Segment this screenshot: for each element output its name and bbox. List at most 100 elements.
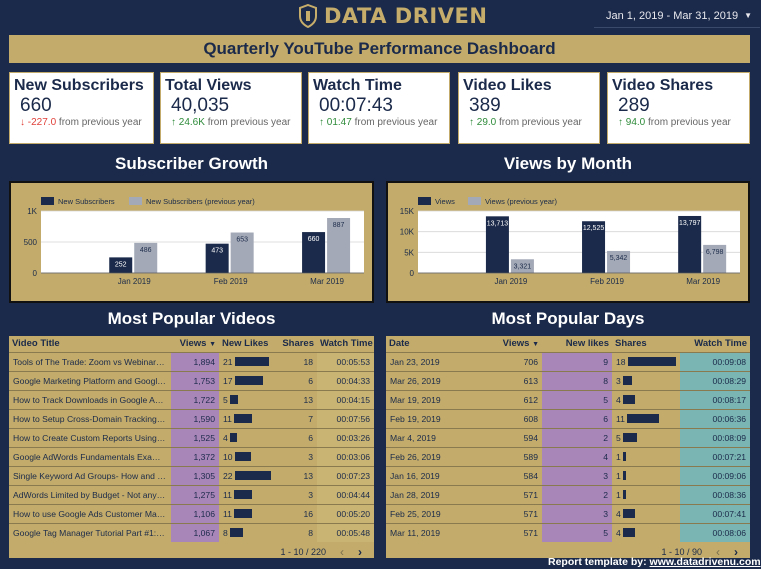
views-cell: 1,275 — [171, 484, 219, 504]
table-row[interactable]: Tools of The Trade: Zoom vs WebinarJam 1,… — [9, 351, 374, 371]
views-cell: 1,106 — [171, 503, 219, 523]
col-header-shares[interactable]: Shares — [615, 338, 647, 350]
table-row[interactable]: Single Keyword Ad Groups- How and When..… — [9, 465, 374, 485]
views-cell: 1,753 — [171, 370, 219, 390]
pager-range: 1 - 10 / 220 — [280, 547, 326, 557]
kpi-delta-suffix: from previous year — [648, 117, 731, 128]
watch-time-cell: 00:08:29 — [680, 370, 750, 390]
legend-label: New Subscribers (previous year) — [146, 197, 255, 206]
table-row[interactable]: Jan 28, 2019 571 2 1 00:08:36 — [386, 484, 750, 504]
video-title-cell: How to Create Custom Reports Using the G… — [9, 427, 171, 447]
table-row[interactable]: Google Tag Manager Tutorial Part #1: Do … — [9, 522, 374, 542]
kpi-delta-suffix: from previous year — [207, 117, 291, 128]
shares-cell: 4 — [612, 522, 680, 542]
date-range-picker[interactable]: Jan 1, 2019 - Mar 31, 2019 ▼ — [594, 4, 760, 28]
col-header-watch-time[interactable]: Watch Time — [694, 338, 747, 350]
bar — [205, 243, 229, 273]
shares-cell: 1 — [612, 446, 680, 466]
shares-cell: 1 — [612, 465, 680, 485]
arrow-up-icon: ↑ — [469, 117, 474, 128]
likes-cell: 17 — [219, 370, 275, 390]
shares-cell: 3 — [612, 370, 680, 390]
arrow-down-icon: ↓ — [20, 117, 25, 128]
kpi-delta-value: 94.0 — [625, 117, 646, 128]
col-header-title[interactable]: Video Title — [12, 338, 60, 350]
shares-cell: 11 — [612, 408, 680, 428]
table-row[interactable]: Jan 23, 2019 706 9 18 00:09:08 — [386, 351, 750, 371]
watch-time-cell: 00:07:21 — [680, 446, 750, 466]
date-cell: Mar 26, 2019 — [386, 370, 484, 390]
shares-cell: 18 — [275, 351, 317, 371]
col-header-date[interactable]: Date — [389, 338, 410, 350]
shares-bar — [622, 471, 626, 480]
table-row[interactable]: Feb 26, 2019 589 4 1 00:07:21 — [386, 446, 750, 466]
likes-value: 21 — [223, 356, 233, 367]
x-tick-label: Mar 2019 — [686, 277, 720, 286]
table-row[interactable]: Mar 19, 2019 612 5 4 00:08:17 — [386, 389, 750, 409]
table-row[interactable]: Google AdWords Fundamentals Exam 2018 1,3… — [9, 446, 374, 466]
shares-cell: 5 — [612, 427, 680, 447]
kpi-delta: ↓ -227.0 from previous year — [20, 117, 149, 128]
col-header-shares[interactable]: Shares — [282, 338, 314, 350]
col-header-watch-time[interactable]: Watch Time — [320, 338, 373, 350]
shares-cell: 13 — [275, 465, 317, 485]
table-row[interactable]: Mar 4, 2019 594 2 5 00:08:09 — [386, 427, 750, 447]
y-tick-label: 1K — [27, 207, 37, 216]
shares-bar — [622, 452, 626, 461]
table-row[interactable]: Jan 16, 2019 584 3 1 00:09:06 — [386, 465, 750, 485]
video-title-cell: Tools of The Trade: Zoom vs WebinarJam — [9, 351, 171, 371]
kpi-delta-suffix: from previous year — [499, 117, 582, 128]
likes-bar — [229, 433, 237, 442]
kpi-delta-value: 01:47 — [326, 117, 352, 128]
date-cell: Feb 25, 2019 — [386, 503, 484, 523]
bar-value-label: 6,798 — [706, 249, 724, 256]
table-row[interactable]: Mar 11, 2019 571 5 4 00:08:06 — [386, 522, 750, 542]
bar — [510, 259, 534, 273]
col-header-views[interactable]: Views ▼ — [171, 336, 219, 352]
next-page-icon[interactable]: › — [734, 545, 738, 559]
kpi-card-watch-time: Watch Time 00:07:43 ↑ 01:47 from previou… — [308, 72, 450, 144]
col-header-likes[interactable]: New Likes — [222, 338, 269, 350]
footer-link[interactable]: www.datadrivenu.com — [649, 556, 761, 568]
prev-page-icon[interactable]: ‹ — [340, 545, 344, 559]
shares-value: 5 — [616, 432, 621, 443]
table-row[interactable]: How to Create Custom Reports Using the G… — [9, 427, 374, 447]
shares-bar — [622, 376, 632, 385]
legend-swatch — [468, 197, 481, 205]
likes-cell: 8 — [542, 370, 612, 390]
next-page-icon[interactable]: › — [358, 545, 362, 559]
kpi-delta-value: 29.0 — [476, 117, 497, 128]
prev-page-icon[interactable]: ‹ — [716, 545, 720, 559]
table-row[interactable]: How to use Google Ads Customer Match 1,10… — [9, 503, 374, 523]
date-cell: Jan 28, 2019 — [386, 484, 484, 504]
table-row[interactable]: Feb 19, 2019 608 6 11 00:06:36 — [386, 408, 750, 428]
shares-bar — [622, 528, 635, 538]
col-header-views[interactable]: Views ▼ — [484, 336, 542, 352]
likes-bar — [233, 414, 252, 423]
bar-value-label: 660 — [308, 236, 320, 243]
shares-cell: 6 — [275, 427, 317, 447]
shares-value: 1 — [616, 470, 621, 481]
likes-value: 11 — [223, 489, 232, 500]
footer-credit: Report template by: www.datadrivenu.com — [548, 556, 761, 568]
table-row[interactable]: How to Track Downloads in Google Analyti… — [9, 389, 374, 409]
bar-value-label: 473 — [211, 248, 223, 255]
table-row[interactable]: How to Setup Cross-Domain Tracking in Go… — [9, 408, 374, 428]
caret-down-icon: ▼ — [744, 11, 752, 20]
date-cell: Mar 19, 2019 — [386, 389, 484, 409]
bar-value-label: 5,342 — [610, 255, 628, 262]
likes-cell: 4 — [542, 446, 612, 466]
table-row[interactable]: Google Marketing Platform and Google Ads… — [9, 370, 374, 390]
date-cell: Mar 11, 2019 — [386, 522, 484, 542]
logo: DATA DRIVEN — [298, 2, 487, 30]
legend-label: New Subscribers — [58, 197, 115, 206]
bar — [703, 244, 727, 273]
table-row[interactable]: Feb 25, 2019 571 3 4 00:07:41 — [386, 503, 750, 523]
table-row[interactable]: Mar 26, 2019 613 8 3 00:08:29 — [386, 370, 750, 390]
col-header-likes[interactable]: New likes — [565, 338, 609, 350]
subscriber-growth-chart: New Subscribers New Subscribers (previous… — [9, 181, 374, 303]
likes-cell: 10 — [219, 446, 275, 466]
section-title-popular-days: Most Popular Days — [491, 309, 645, 328]
likes-bar — [229, 528, 243, 538]
table-row[interactable]: AdWords Limited by Budget - Not anymore.… — [9, 484, 374, 504]
